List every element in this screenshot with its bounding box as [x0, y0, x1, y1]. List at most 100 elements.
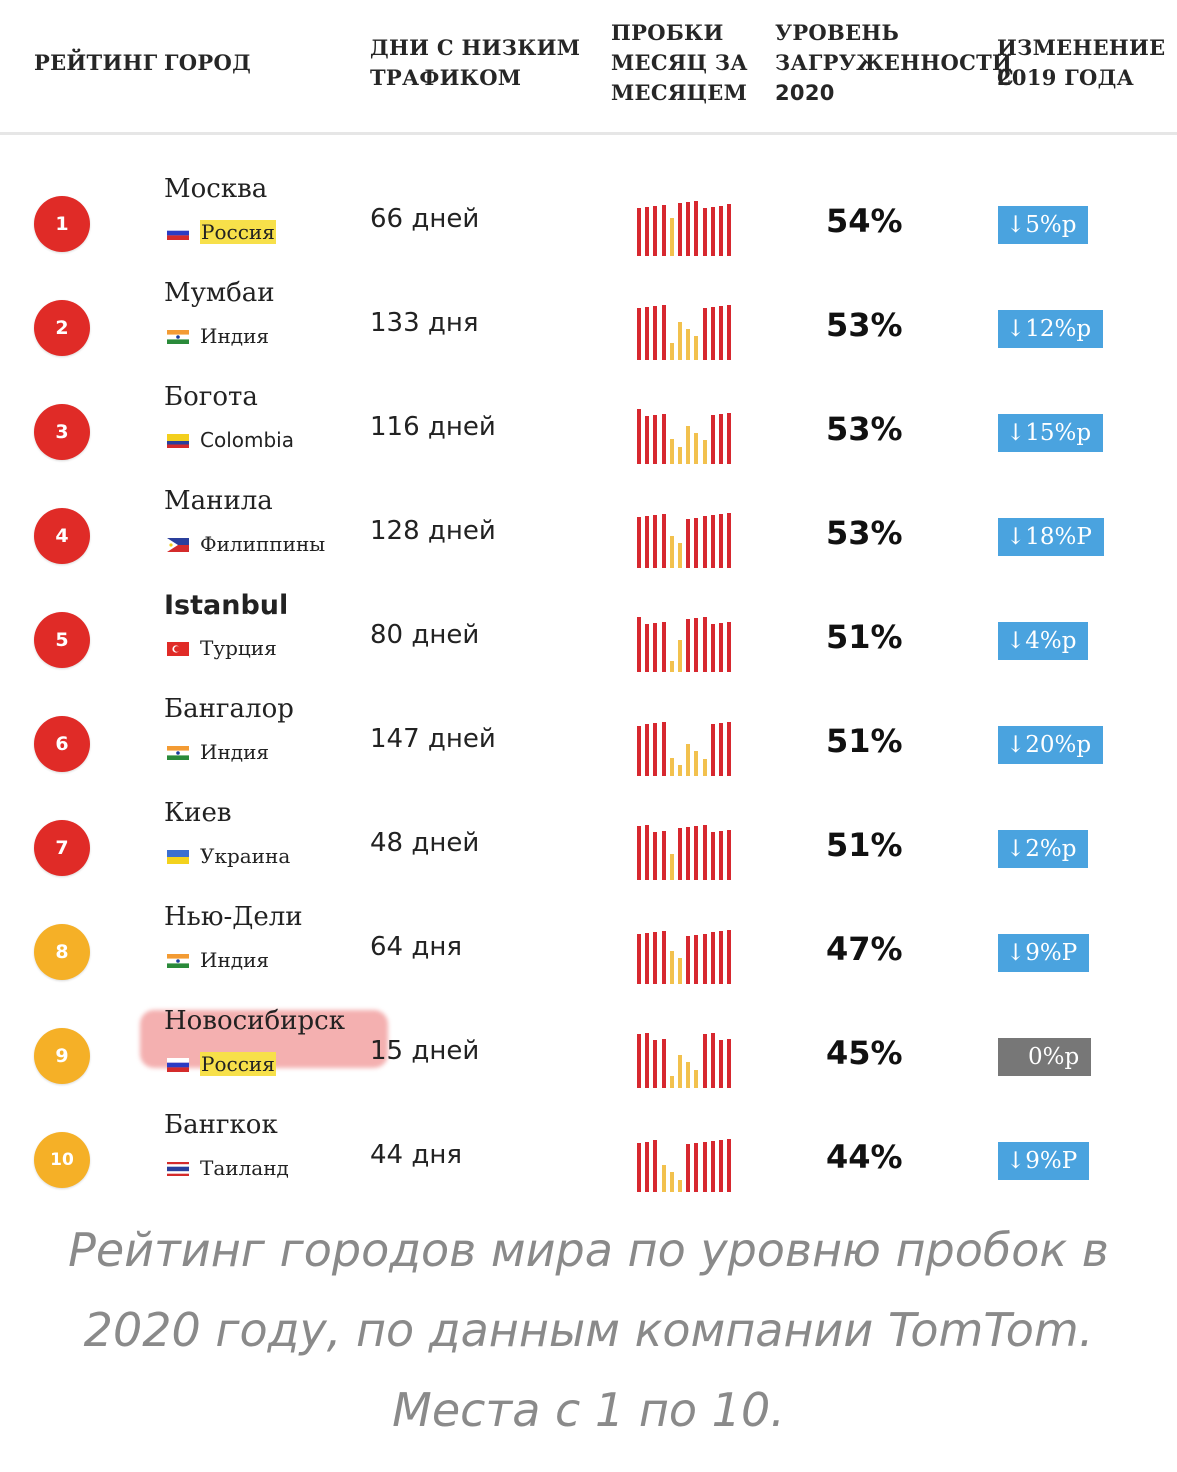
traffic-bar: [694, 201, 699, 256]
traffic-bar: [686, 827, 691, 880]
header-days-line1: ДНИ С НИЗКИМ: [370, 35, 581, 60]
traffic-bar: [637, 517, 641, 568]
traffic-bar: [669, 661, 674, 672]
flag-india-icon: [167, 746, 189, 760]
flag-colombia-icon: [167, 434, 189, 448]
traffic-bar: [727, 413, 732, 464]
traffic-bar: [678, 322, 682, 360]
traffic-bar: [637, 726, 641, 776]
traffic-bar: [653, 1040, 658, 1088]
traffic-bar: [669, 439, 674, 464]
traffic-bar: [719, 723, 723, 776]
table-row: 3 Богота Colombia 116 дней 53% ↓15%р: [0, 380, 1177, 484]
traffic-bar: [661, 722, 666, 776]
traffic-bar: [678, 447, 682, 464]
header-traffic-line1: ПРОБКИ: [611, 20, 724, 45]
traffic-bar: [727, 722, 732, 776]
traffic-bar: [653, 623, 658, 672]
traffic-bar: [719, 931, 723, 984]
header-level-line2: ЗАГРУЖЕННОСТИ: [775, 50, 1013, 75]
traffic-bar: [686, 329, 691, 360]
change-badge: ↓15%р: [998, 414, 1104, 452]
traffic-bar: [702, 825, 707, 880]
traffic-bar: [653, 832, 658, 880]
traffic-bar: [661, 1039, 666, 1088]
traffic-bar: [727, 830, 732, 880]
change-badge: 0%р: [998, 1038, 1092, 1076]
traffic-bar: [694, 518, 699, 568]
city-name: Новосибирск: [164, 1006, 345, 1036]
change-badge: ↓12%р: [998, 310, 1104, 348]
table-row: 8 Нью-Дели Индия 64 дня 47% ↓9%Р: [0, 900, 1177, 1004]
traffic-bar: [637, 934, 641, 984]
rank-badge: 2: [34, 300, 90, 356]
rank-badge: 4: [34, 508, 90, 564]
header-level-line3: 2020: [775, 81, 835, 105]
city-name: Богота: [164, 382, 258, 412]
low-traffic-days: 147 дней: [370, 724, 496, 754]
traffic-bar: [669, 951, 674, 984]
traffic-bar: [686, 202, 691, 256]
traffic-bar: [686, 744, 691, 776]
traffic-bar: [645, 416, 650, 464]
congestion-level: 51%: [826, 722, 903, 760]
change-badge: ↓20%р: [998, 726, 1104, 764]
country-name: Турция: [200, 636, 277, 660]
country-name: Таиланд: [200, 1156, 289, 1180]
city-name: Нью-Дели: [164, 902, 303, 932]
caption-line2: 2020 году, по данным компании TomTom.: [83, 1303, 1094, 1357]
traffic-bar: [678, 958, 682, 984]
traffic-bar: [645, 207, 650, 256]
monthly-traffic-sparkline: [637, 1136, 737, 1192]
flag-india-icon: [167, 954, 189, 968]
traffic-bar: [710, 515, 715, 568]
traffic-bar: [710, 307, 715, 360]
low-traffic-days: 64 дня: [370, 932, 462, 962]
traffic-bar: [661, 414, 666, 464]
traffic-bar: [637, 617, 641, 672]
low-traffic-days: 44 дня: [370, 1140, 462, 1170]
change-badge: ↓4%р: [998, 622, 1089, 660]
traffic-bar: [727, 305, 732, 360]
country-name: Россия: [200, 220, 276, 244]
rank-badge: 3: [34, 404, 90, 460]
country-name: Индия: [200, 740, 270, 764]
traffic-bar: [661, 514, 666, 568]
traffic-bar: [686, 936, 691, 984]
monthly-traffic-sparkline: [637, 824, 737, 880]
traffic-bar: [661, 1165, 666, 1192]
congestion-level: 45%: [826, 1034, 903, 1072]
rank-badge: 9: [34, 1028, 90, 1084]
traffic-bar: [702, 759, 707, 776]
traffic-bar: [669, 536, 674, 568]
traffic-bar: [653, 1140, 658, 1192]
traffic-bar: [710, 724, 715, 776]
low-traffic-days: 66 дней: [370, 204, 480, 234]
change-badge: ↓5%р: [998, 206, 1089, 244]
monthly-traffic-sparkline: [637, 304, 737, 360]
traffic-bar: [719, 1140, 723, 1192]
header-change-line2: 2019 ГОДА: [997, 65, 1135, 90]
traffic-bar: [710, 207, 715, 256]
country-name: Индия: [200, 948, 270, 972]
change-badge: ↓18%Р: [998, 518, 1104, 556]
traffic-bar: [727, 513, 732, 568]
header-days-line2: ТРАФИКОМ: [370, 65, 522, 90]
table-row: 5 Istanbul Турция 80 дней 51% ↓4%р: [0, 588, 1177, 692]
traffic-bar: [669, 854, 674, 880]
traffic-bar: [653, 415, 658, 464]
traffic-bar: [694, 751, 699, 776]
traffic-bar: [669, 1076, 674, 1088]
caption: Рейтинг городов мира по уровню пробок в …: [0, 1210, 1177, 1450]
header-traffic-line2: МЕСЯЦ ЗА: [611, 50, 748, 75]
table-row: 10 Бангкок Таиланд 44 дня 44% ↓9%Р: [0, 1108, 1177, 1212]
low-traffic-days: 15 дней: [370, 1036, 480, 1066]
caption-line1: Рейтинг городов мира по уровню пробок в: [68, 1223, 1109, 1277]
traffic-bar: [669, 758, 674, 776]
city-name: Москва: [164, 174, 268, 204]
traffic-bar: [645, 825, 650, 880]
monthly-traffic-sparkline: [637, 720, 737, 776]
flag-ukraine-icon: [167, 850, 189, 864]
traffic-bar: [661, 931, 666, 984]
monthly-traffic-sparkline: [637, 1032, 737, 1088]
